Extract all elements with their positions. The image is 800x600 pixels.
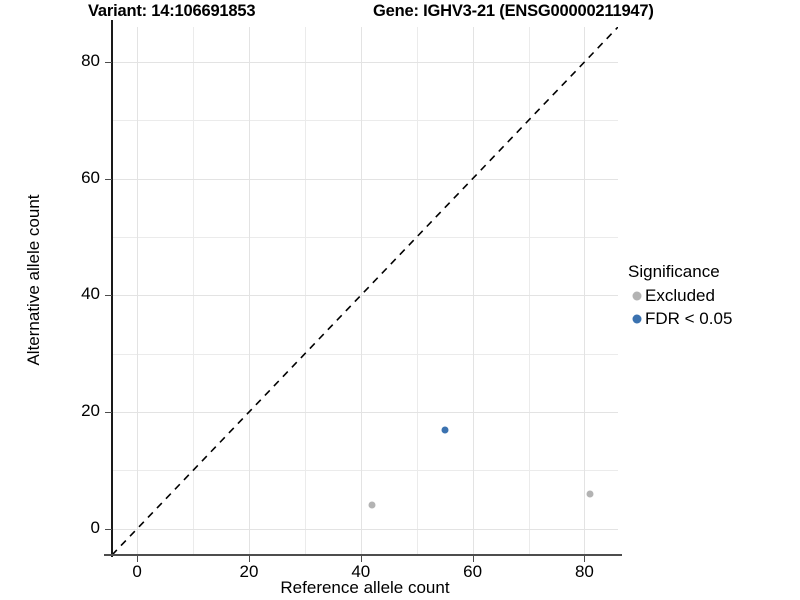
gridline-h-minor — [112, 237, 618, 238]
x-axis-title: Reference allele count — [280, 578, 450, 597]
y-axis-tick — [105, 295, 112, 296]
x-axis-tick-label: 60 — [463, 562, 483, 581]
legend-label: FDR < 0.05 — [645, 308, 733, 328]
gridline-h-major — [112, 179, 618, 180]
legend-item: Excluded — [628, 284, 796, 307]
chart-title-row: Variant: 14:106691853 Gene: IGHV3-21 (EN… — [88, 2, 788, 24]
gridline-v-major — [584, 27, 585, 555]
gridline-h-major — [112, 412, 618, 413]
gridline-v-major — [137, 27, 138, 555]
x-axis-tick-label: 0 — [132, 562, 142, 581]
gridline-h-minor — [112, 120, 618, 121]
data-point — [368, 501, 376, 509]
x-axis-tick-label: 20 — [239, 562, 259, 581]
legend: Significance Excluded FDR < 0.05 — [628, 261, 796, 330]
variant-title: Variant: 14:106691853 — [88, 2, 256, 20]
gridline-v-major — [361, 27, 362, 555]
gridline-h-minor — [112, 354, 618, 355]
gridline-v-minor — [529, 27, 530, 555]
y-axis-title: Alternative allele count — [24, 194, 43, 366]
gridline-h-major — [112, 295, 618, 296]
gene-title: Gene: IGHV3-21 (ENSG00000211947) — [373, 2, 654, 20]
plot-background — [112, 27, 618, 555]
gridline-h-minor — [112, 470, 618, 471]
x-axis-tick — [473, 556, 474, 562]
legend-dot-icon — [632, 291, 641, 300]
y-axis-tick-label: 20 — [81, 401, 100, 421]
legend-key-excluded — [628, 284, 645, 307]
gridline-v-major — [249, 27, 250, 555]
legend-dot-icon — [632, 314, 641, 323]
data-point — [586, 490, 594, 498]
plot-panel — [112, 27, 618, 555]
gridline-v-major — [473, 27, 474, 555]
x-axis-tick — [361, 556, 362, 562]
x-axis-tick — [249, 556, 250, 562]
gridline-h-major — [112, 529, 618, 530]
legend-key-significant — [628, 307, 645, 330]
x-axis-tick — [137, 556, 138, 562]
y-axis-tick — [105, 179, 112, 180]
legend-items: Excluded FDR < 0.05 — [628, 284, 796, 330]
legend-label: Excluded — [645, 285, 715, 305]
y-axis-tick — [105, 412, 112, 413]
x-axis-line — [104, 554, 622, 556]
gridline-v-minor — [305, 27, 306, 555]
y-axis-tick-label: 0 — [90, 517, 100, 537]
x-axis-tick-label: 80 — [574, 562, 594, 581]
x-axis-tick — [584, 556, 585, 562]
y-axis-tick — [105, 529, 112, 530]
gridline-v-minor — [417, 27, 418, 555]
y-axis-tick — [105, 62, 112, 63]
x-axis-tick-label: 40 — [351, 562, 371, 581]
y-axis-tick-label: 80 — [81, 51, 100, 70]
y-axis-tick-label: 60 — [81, 167, 100, 187]
y-axis-line — [111, 20, 113, 557]
data-point — [441, 426, 449, 434]
legend-title: Significance — [628, 262, 720, 281]
gridline-v-minor — [193, 27, 194, 555]
gridline-h-major — [112, 62, 618, 63]
legend-item: FDR < 0.05 — [628, 307, 796, 330]
y-axis-tick-label: 40 — [81, 284, 100, 304]
